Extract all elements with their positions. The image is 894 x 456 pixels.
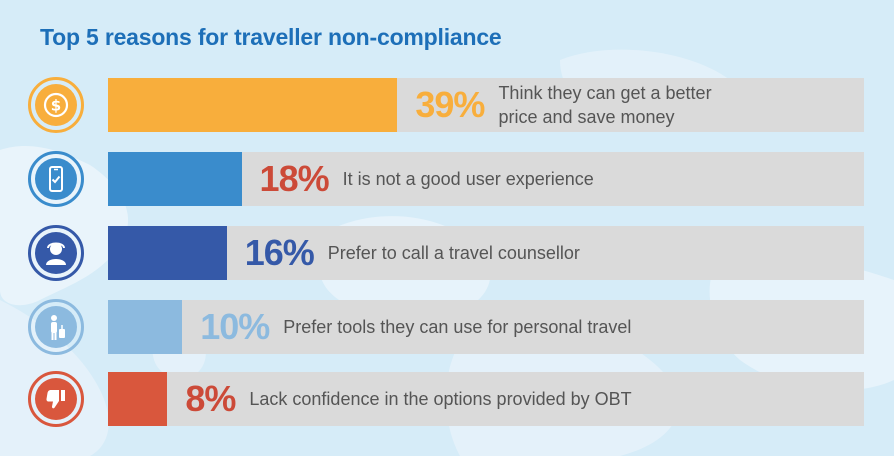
smartphone-check-icon [28, 151, 84, 207]
bar-category-label: Prefer to call a travel counsellor [327, 243, 580, 263]
bar-label-group: 18% It is not a good user experience [260, 152, 594, 206]
dollar-coin-icon: $ [28, 77, 84, 133]
bar-track [108, 152, 864, 206]
bar-fill [108, 152, 242, 206]
bar-fill [108, 226, 227, 280]
bar-fill [108, 78, 398, 132]
bar-track [108, 300, 864, 354]
bar-category-label: Lack confidence in the options provided … [249, 389, 632, 409]
bar-category-label: It is not a good user experience [342, 169, 594, 189]
bar-category-label: Prefer tools they can use for personal t… [283, 317, 632, 337]
bar-track [108, 78, 864, 132]
thumbs-down-icon [28, 371, 84, 427]
bar-value-label: 39% [415, 84, 485, 125]
bar-row-2: 18% It is not a good user experience [0, 151, 894, 208]
bar-value-label: 16% [244, 232, 315, 273]
bar-track [108, 226, 864, 280]
bar-value-label: 10% [200, 306, 270, 347]
bar-value-label: 18% [259, 158, 330, 199]
svg-text:$: $ [51, 97, 61, 115]
bar-category-label: Think they can get a better price and sa… [498, 81, 711, 129]
bar-row-4: 10% Prefer tools they can use for person… [0, 299, 894, 356]
bar-label-group: 39% Think they can get a better price an… [415, 78, 711, 132]
bar-label-group: 10% Prefer tools they can use for person… [200, 300, 631, 354]
bar-value-label: 8% [185, 378, 236, 419]
bar-row-5: 8% Lack confidence in the options provid… [0, 371, 894, 428]
bar-category-label-line2: price and save money [498, 107, 675, 127]
bar-row-1: $ 39% Think they can get a better price … [0, 77, 894, 134]
bar-track [108, 372, 864, 426]
counsellor-person-icon [28, 225, 84, 281]
bar-category-label-line1: Think they can get a better [498, 83, 712, 103]
traveller-luggage-icon [28, 299, 84, 355]
bar-row-3: 16% Prefer to call a travel counsellor [0, 225, 894, 282]
page-title: Top 5 reasons for traveller non-complian… [40, 24, 502, 50]
bar-label-group: 16% Prefer to call a travel counsellor [245, 226, 580, 280]
bar-fill [108, 300, 183, 354]
bar-label-group: 8% Lack confidence in the options provid… [185, 372, 631, 426]
bar-fill [108, 372, 168, 426]
